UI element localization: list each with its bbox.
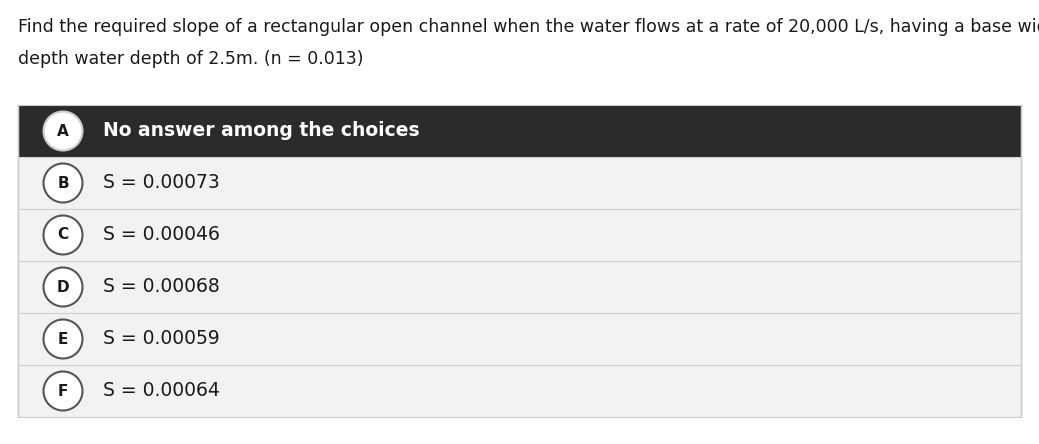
Ellipse shape <box>44 320 82 358</box>
Ellipse shape <box>44 215 82 254</box>
Text: E: E <box>58 332 69 346</box>
Bar <box>18 105 1021 157</box>
Ellipse shape <box>44 163 82 202</box>
Text: A: A <box>57 123 69 139</box>
Bar <box>18 365 1021 417</box>
Text: No answer among the choices: No answer among the choices <box>103 122 420 140</box>
Bar <box>18 157 1021 209</box>
Text: D: D <box>57 280 70 294</box>
Ellipse shape <box>44 372 82 411</box>
Text: S = 0.00073: S = 0.00073 <box>103 174 220 193</box>
Text: F: F <box>58 384 69 399</box>
Text: Find the required slope of a rectangular open channel when the water flows at a : Find the required slope of a rectangular… <box>18 18 1039 36</box>
Ellipse shape <box>44 267 82 306</box>
Text: S = 0.00059: S = 0.00059 <box>103 329 220 349</box>
Text: depth water depth of 2.5m. (n = 0.013): depth water depth of 2.5m. (n = 0.013) <box>18 50 364 68</box>
Bar <box>18 261 1021 313</box>
Text: S = 0.00064: S = 0.00064 <box>103 381 220 400</box>
Text: B: B <box>57 175 69 190</box>
Bar <box>18 209 1021 261</box>
Text: C: C <box>57 227 69 242</box>
Ellipse shape <box>44 111 82 151</box>
Bar <box>18 313 1021 365</box>
Text: S = 0.00068: S = 0.00068 <box>103 278 220 297</box>
Text: S = 0.00046: S = 0.00046 <box>103 226 220 245</box>
